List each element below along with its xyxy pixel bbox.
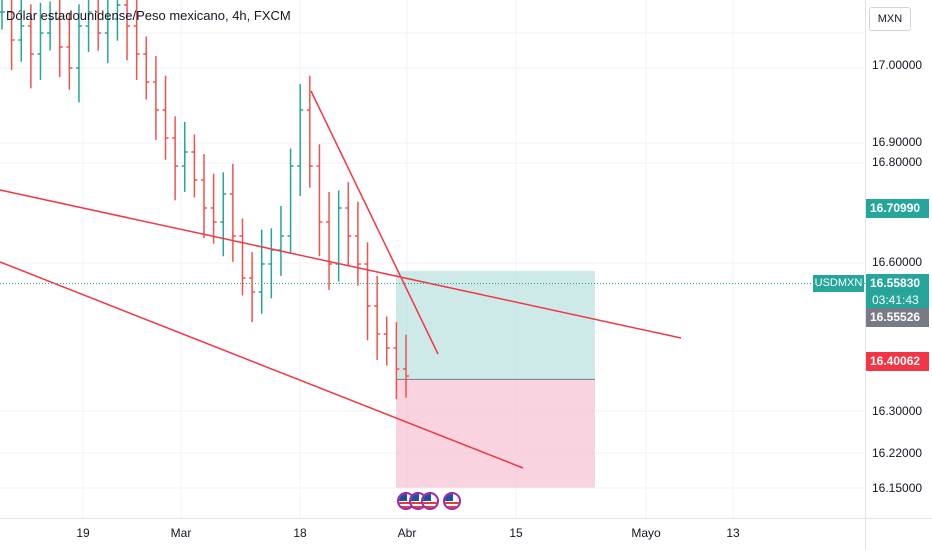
y-tick-label: 16.30000 xyxy=(872,404,923,418)
stop-price-tag: 16.40062 xyxy=(866,352,929,371)
x-tick-label: 15 xyxy=(509,526,523,540)
y-tick-label: 16.80000 xyxy=(872,155,923,169)
trendline xyxy=(310,90,439,355)
symbol-tag: USDMXN xyxy=(813,275,864,292)
position-zones xyxy=(396,271,595,488)
profit-zone xyxy=(396,271,595,380)
y-tick-label: 16.22000 xyxy=(872,446,923,460)
bar-countdown: 03:41:43 xyxy=(866,292,929,308)
trendline xyxy=(0,189,682,339)
y-tick-label: 16.90000 xyxy=(872,135,923,149)
trendline xyxy=(0,261,524,469)
y-tick-label: 17.00000 xyxy=(872,58,923,72)
entry-price-tag: 16.55526 xyxy=(866,308,929,327)
x-tick-label: Mar xyxy=(170,526,192,540)
us-flag-icon[interactable] xyxy=(443,492,461,510)
x-tick-label: Mayo xyxy=(631,526,661,540)
x-tick-label: Abr xyxy=(397,526,417,540)
y-tick-label: 16.15000 xyxy=(872,481,923,495)
us-flag-icon[interactable] xyxy=(421,492,439,510)
chart-title: Dólar estadounidense/Peso mexicano, 4h, … xyxy=(6,8,291,23)
loss-zone xyxy=(396,379,595,488)
trendlines xyxy=(0,90,682,469)
last-price-tag: 16.55830 xyxy=(866,274,929,292)
x-tick-label: 13 xyxy=(726,526,740,540)
x-tick-label: 18 xyxy=(293,526,307,540)
target-price-tag: 16.70990 xyxy=(866,199,929,218)
x-tick-label: 19 xyxy=(76,526,90,540)
y-tick-label: 16.60000 xyxy=(872,255,923,269)
currency-button[interactable]: MXN xyxy=(869,7,911,31)
ohlc-bars xyxy=(0,0,409,400)
